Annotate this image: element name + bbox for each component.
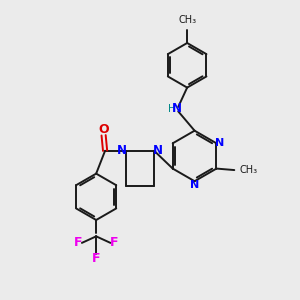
Text: F: F: [110, 236, 118, 249]
Text: N: N: [215, 138, 225, 148]
Text: N: N: [172, 103, 182, 116]
Text: F: F: [92, 252, 100, 265]
Text: CH₃: CH₃: [178, 15, 196, 25]
Text: H: H: [168, 104, 176, 114]
Text: CH₃: CH₃: [240, 165, 258, 175]
Text: F: F: [74, 236, 82, 249]
Text: O: O: [98, 123, 109, 136]
Text: N: N: [190, 180, 199, 190]
Text: N: N: [153, 144, 163, 157]
Text: N: N: [117, 144, 127, 157]
